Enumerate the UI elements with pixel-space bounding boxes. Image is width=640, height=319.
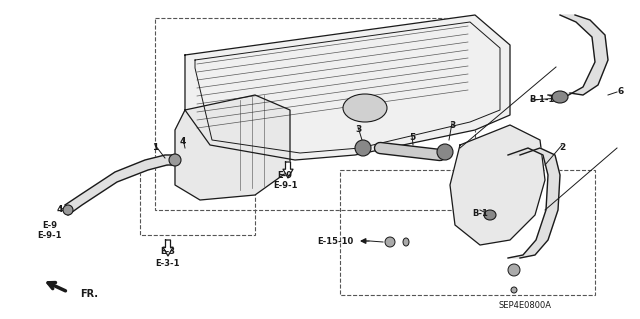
Text: 4: 4 <box>57 205 63 214</box>
Text: E-3-1: E-3-1 <box>156 258 180 268</box>
Text: 6: 6 <box>617 87 623 97</box>
Ellipse shape <box>511 287 517 293</box>
Text: E-15-10: E-15-10 <box>317 236 353 246</box>
Ellipse shape <box>508 264 520 276</box>
Polygon shape <box>508 148 560 258</box>
Text: E-9: E-9 <box>278 170 292 180</box>
Ellipse shape <box>355 140 371 156</box>
Bar <box>340 170 595 295</box>
Text: SEP4E0800A: SEP4E0800A <box>499 301 552 310</box>
Ellipse shape <box>552 91 568 103</box>
Text: B-1-1: B-1-1 <box>529 95 554 105</box>
Ellipse shape <box>385 237 395 247</box>
Text: 1: 1 <box>152 144 158 152</box>
Polygon shape <box>283 162 293 178</box>
Text: B-1: B-1 <box>472 209 488 218</box>
Polygon shape <box>450 125 545 245</box>
Text: 2: 2 <box>559 144 565 152</box>
Ellipse shape <box>484 210 496 220</box>
Text: 5: 5 <box>409 133 415 143</box>
Polygon shape <box>175 95 290 200</box>
Ellipse shape <box>437 144 453 160</box>
Text: E-9-1: E-9-1 <box>38 232 62 241</box>
Ellipse shape <box>63 205 73 215</box>
Polygon shape <box>185 15 510 160</box>
Ellipse shape <box>343 94 387 122</box>
Text: E-9: E-9 <box>42 220 58 229</box>
Bar <box>140 165 255 235</box>
Text: 4: 4 <box>180 137 186 146</box>
Ellipse shape <box>403 238 409 246</box>
Text: E-3: E-3 <box>161 248 175 256</box>
Polygon shape <box>163 240 173 256</box>
Text: E-9-1: E-9-1 <box>273 182 297 190</box>
Bar <box>155 18 475 210</box>
Text: 3: 3 <box>355 125 361 135</box>
Polygon shape <box>65 155 175 215</box>
Ellipse shape <box>169 154 181 166</box>
Text: 3: 3 <box>449 122 455 130</box>
Polygon shape <box>548 15 608 97</box>
Text: FR.: FR. <box>80 289 98 299</box>
